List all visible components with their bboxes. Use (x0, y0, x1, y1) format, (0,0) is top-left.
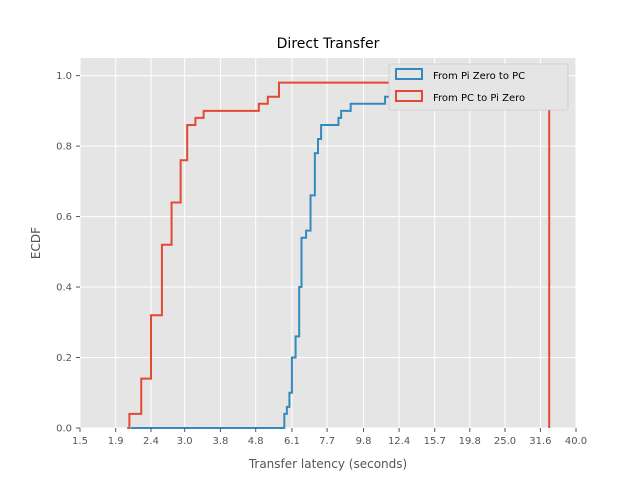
chart-title: Direct Transfer (277, 36, 380, 52)
legend-box (388, 63, 569, 111)
x-axis-ticks: 1.5 1.9 2.4 3.0 3.8 4.8 6.1 7.7 9.8 12.4 15.7 19.8 2… (72, 428, 587, 447)
y-tick-label: 0.0 (56, 424, 72, 435)
y-tick-label: 0.4 (56, 283, 72, 294)
x-tick-label: 3.8 (212, 436, 228, 447)
x-tick-label: 40.0 (565, 436, 587, 447)
x-tick-label: 15.7 (424, 436, 446, 447)
x-tick-label: 25.0 (494, 436, 516, 447)
x-tick-label: 1.9 (108, 436, 124, 447)
grid-lines (79, 58, 577, 429)
legend-swatch-pc-to-pi (395, 90, 423, 102)
y-tick-label: 1.0 (56, 71, 72, 82)
series-layer (127, 74, 551, 429)
series-line-pc-to-pi (127, 81, 551, 429)
x-tick-label: 19.8 (459, 436, 481, 447)
legend-label-pi-to-pc: From Pi Zero to PC (433, 71, 525, 82)
x-tick-label: 7.7 (319, 436, 335, 447)
y-tick-label: 0.6 (56, 212, 72, 223)
legend-label-pc-to-pi: From PC to Pi Zero (433, 93, 525, 104)
y-axis-label: ECDF (29, 227, 43, 259)
y-tick-label: 0.8 (56, 142, 72, 153)
x-tick-label: 1.5 (72, 436, 88, 447)
x-tick-label: 31.6 (529, 436, 551, 447)
x-tick-label: 4.8 (248, 436, 264, 447)
y-tick-label: 0.2 (56, 353, 72, 364)
legend-swatch-pi-to-pc (395, 68, 423, 80)
x-tick-label: 6.1 (284, 436, 300, 447)
x-tick-label: 9.8 (356, 436, 372, 447)
x-tick-label: 2.4 (143, 436, 159, 447)
x-tick-label: 12.4 (388, 436, 410, 447)
x-tick-label: 3.0 (177, 436, 193, 447)
y-axis-ticks: 0.0 0.2 0.4 0.6 0.8 1.0 (56, 71, 80, 435)
x-axis-label: Transfer latency (seconds) (248, 457, 407, 471)
legend: From Pi Zero to PC From PC to Pi Zero (388, 63, 569, 111)
plot-area (80, 58, 576, 428)
series-line-pi-to-pc (130, 74, 550, 429)
